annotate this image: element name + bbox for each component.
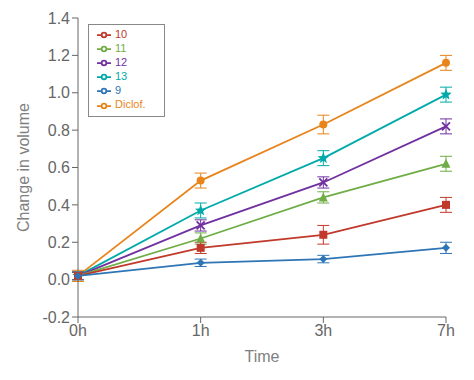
- svg-text:Change in volume: Change in volume: [15, 103, 32, 232]
- svg-text:1.4: 1.4: [48, 10, 70, 27]
- svg-text:Time: Time: [245, 348, 280, 365]
- svg-text:3h: 3h: [314, 322, 332, 339]
- svg-text:7h: 7h: [437, 322, 455, 339]
- svg-text:1h: 1h: [192, 322, 210, 339]
- html-text:11: 11: [115, 42, 127, 55]
- html-text:9: 9: [115, 84, 122, 97]
- html-text:10: 10: [115, 28, 128, 40]
- html-text:12: 12: [115, 56, 128, 69]
- svg-text:0.6: 0.6: [48, 159, 70, 176]
- svg-text:1.2: 1.2: [48, 47, 70, 64]
- svg-text:0.2: 0.2: [48, 234, 70, 251]
- svg-text:0.0: 0.0: [48, 271, 70, 288]
- svg-text:0.8: 0.8: [48, 122, 70, 139]
- html-text:Diclof.: Diclof.: [115, 98, 146, 111]
- svg-text:0.4: 0.4: [48, 197, 70, 214]
- svg-text:-0.2: -0.2: [42, 309, 70, 326]
- svg-text:1.0: 1.0: [48, 84, 70, 101]
- html-text:13: 13: [115, 70, 128, 83]
- svg-text:0h: 0h: [69, 322, 87, 339]
